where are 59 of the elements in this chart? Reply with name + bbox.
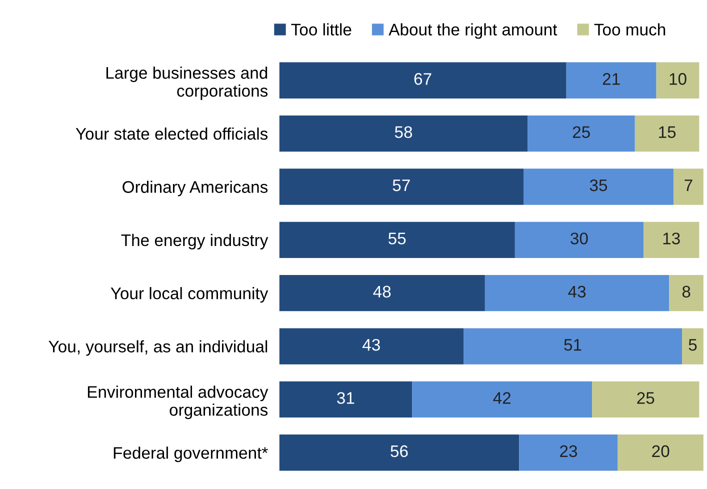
bar (592, 381, 700, 418)
y-tick-label: Federal government* (114, 446, 268, 462)
bar (279, 168, 524, 205)
data-label: 57 (392, 180, 410, 192)
data-label: 10 (670, 73, 686, 85)
data-label: 23 (560, 445, 578, 458)
data-label: 51 (564, 339, 582, 351)
data-label: 5 (688, 339, 697, 351)
bar (279, 222, 515, 258)
bar (279, 115, 528, 152)
bar (279, 434, 520, 471)
y-tick-label: Ordinary Americans (122, 180, 268, 196)
y-tick-label: Your state elected officials (76, 128, 268, 140)
bar (519, 434, 618, 471)
y-tick-label: Environmental advocacy organizations (88, 386, 268, 420)
bar (279, 381, 412, 418)
data-label: 7 (684, 180, 692, 192)
data-label: 43 (362, 338, 380, 351)
data-label: 35 (590, 179, 608, 192)
y-tick-label: Your local community (110, 287, 268, 303)
bar (618, 434, 704, 471)
bar (528, 115, 635, 152)
data-label: 15 (659, 126, 676, 138)
data-label: 25 (637, 392, 654, 404)
data-label: 21 (602, 73, 620, 85)
bar (682, 328, 704, 364)
bar (279, 328, 464, 364)
legend-label: Too much (594, 23, 666, 36)
data-label: 8 (682, 286, 690, 298)
data-label: 31 (337, 392, 354, 404)
bar (514, 222, 644, 258)
y-tick-label: The energy industry (121, 234, 268, 250)
y-tick-label: Large businesses and corporations (106, 66, 268, 100)
data-label: 56 (390, 445, 408, 458)
data-label: 67 (414, 73, 432, 85)
bar (643, 222, 700, 258)
data-label: 25 (572, 126, 590, 138)
data-label: 48 (373, 286, 391, 298)
bar (464, 328, 682, 364)
bar (412, 381, 592, 418)
data-label: 13 (663, 232, 680, 244)
bar (669, 275, 704, 312)
bar (484, 275, 670, 312)
legend-label: About the right amount (388, 23, 558, 39)
y-tick-label: You, yourself, as an individual (48, 340, 268, 356)
bar (566, 62, 656, 98)
bar (656, 62, 700, 98)
data-label: 55 (388, 232, 406, 244)
data-label: 42 (493, 392, 511, 404)
bar (673, 168, 704, 205)
bar (524, 168, 674, 205)
data-label: 43 (568, 286, 586, 298)
bar (279, 275, 485, 312)
bar (279, 62, 566, 98)
data-label: 20 (652, 445, 670, 458)
data-label: 58 (394, 126, 412, 138)
data-label: 30 (570, 232, 588, 244)
legend-label: Too little (291, 23, 352, 36)
bar (634, 115, 700, 152)
